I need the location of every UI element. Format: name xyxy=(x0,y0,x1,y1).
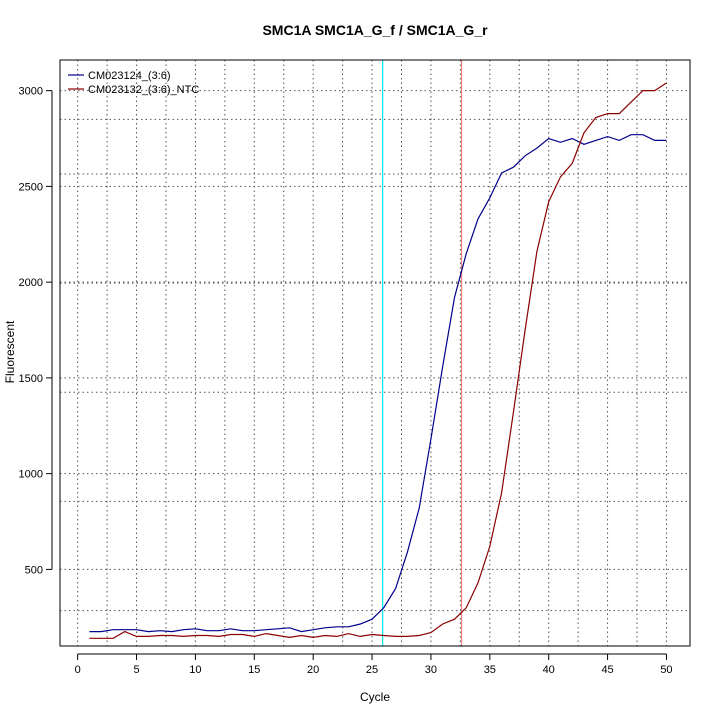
axes: 0 5 10 15 20 25 30 35 40 45 50 500 1000 1500 2000 2500 3… xyxy=(19,86,673,676)
y-tick-label: 2500 xyxy=(19,181,43,193)
y-tick-label: 2000 xyxy=(19,277,43,289)
x-tick-label: 15 xyxy=(248,664,260,676)
x-tick-label: 45 xyxy=(601,664,613,676)
legend: CM023124_(3:6) CM023132_(3:6)_NTC xyxy=(68,70,199,96)
x-tick-label: 20 xyxy=(307,664,319,676)
legend-label-1: CM023124_(3:6) xyxy=(88,70,171,82)
y-axis-label: Fluorescent xyxy=(3,320,17,383)
series-line-1 xyxy=(89,134,667,633)
x-axis-label: Cycle xyxy=(360,690,390,704)
x-tick-label: 40 xyxy=(543,664,555,676)
series-lines xyxy=(89,82,667,639)
y-tick-label: 1500 xyxy=(19,373,43,385)
x-tick-label: 35 xyxy=(484,664,496,676)
plot-frame xyxy=(59,59,691,647)
x-tick-label: 10 xyxy=(189,664,201,676)
y-tick-label: 1000 xyxy=(19,469,43,481)
y-tick-label: 3000 xyxy=(19,86,43,98)
chart-title: SMC1A SMC1A_G_f / SMC1A_G_r xyxy=(262,22,488,38)
x-tick-label: 5 xyxy=(133,664,139,676)
grid xyxy=(60,60,690,646)
legend-label-2: CM023132_(3:6)_NTC xyxy=(88,84,199,96)
x-tick-label: 30 xyxy=(425,664,437,676)
x-tick-label: 50 xyxy=(660,664,672,676)
y-tick-label: 500 xyxy=(25,564,43,576)
x-tick-label: 0 xyxy=(75,664,81,676)
series-line-2 xyxy=(89,82,667,639)
thresholds xyxy=(382,60,463,646)
x-tick-label: 25 xyxy=(366,664,378,676)
